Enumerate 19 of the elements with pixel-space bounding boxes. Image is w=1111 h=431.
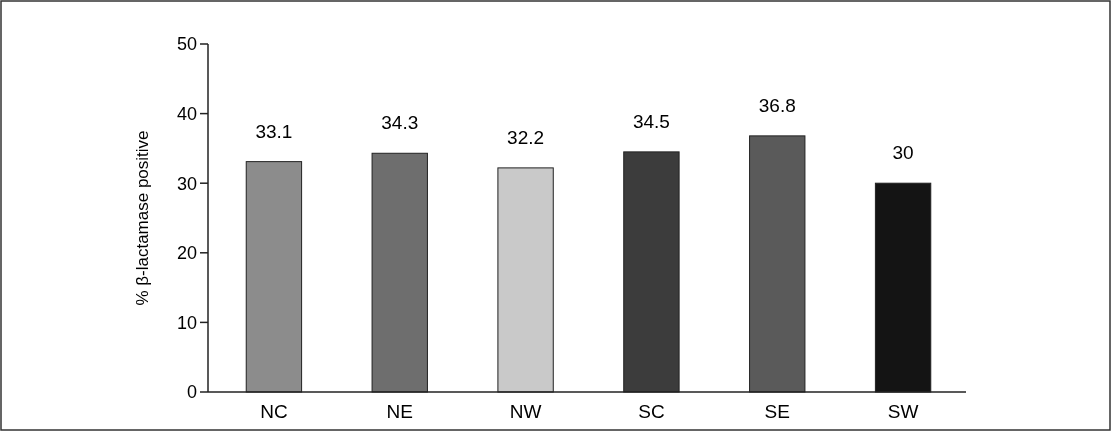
y-tick-label: 30 [176, 173, 197, 194]
data-label: 34.5 [632, 110, 670, 132]
data-label: 32.2 [507, 126, 545, 148]
data-label: 34.3 [381, 112, 419, 134]
data-label: 36.8 [758, 94, 796, 116]
y-tick-label: 40 [176, 103, 197, 124]
y-tick-label: 20 [176, 243, 197, 264]
data-label: 30 [892, 142, 914, 164]
data-label: 33.1 [255, 120, 293, 142]
y-axis-title: % β-lactamase positive [133, 130, 152, 306]
y-tick-label: 50 [176, 34, 197, 55]
x-tick-label: NE [386, 401, 413, 422]
x-tick-label: SE [764, 401, 790, 422]
x-tick-label: NW [509, 401, 542, 422]
y-tick-label: 10 [176, 312, 197, 333]
y-tick-label: 0 [186, 382, 197, 403]
x-tick-label: SC [638, 401, 665, 422]
x-tick-label: SW [887, 401, 919, 422]
x-tick-label: NC [260, 401, 288, 422]
